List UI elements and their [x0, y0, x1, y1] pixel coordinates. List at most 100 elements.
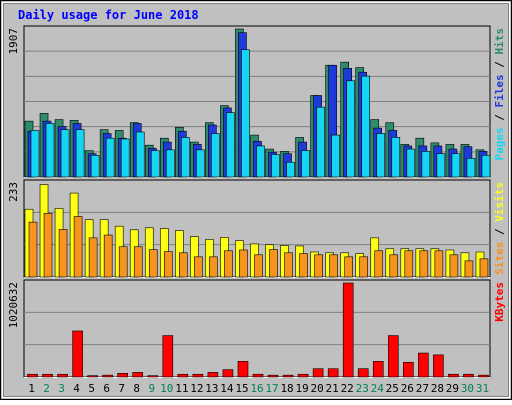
hits-day-3 — [54, 119, 70, 178]
visits-bar-sites-5 — [88, 237, 98, 278]
visits-legend-separator: / — [493, 222, 506, 242]
kbytes-scale-label: 1020632 — [7, 282, 20, 328]
x-tick-label-12: 12 — [190, 382, 203, 395]
kbytes-bar-kbytes-30 — [463, 373, 474, 378]
hits-bar-pages-11 — [181, 137, 190, 178]
x-tick-label-6: 6 — [103, 382, 110, 395]
hits-day-28 — [430, 142, 446, 178]
kbytes-bar-kbytes-13 — [207, 372, 219, 378]
x-tick-label-7: 7 — [118, 382, 125, 395]
visits-bar-sites-23 — [359, 256, 369, 278]
hits-day-6 — [99, 129, 115, 178]
visits-bar-sites-19 — [299, 253, 308, 278]
kbytes-bar-kbytes-15 — [237, 361, 249, 378]
visits-day-22 — [340, 252, 353, 278]
kbytes-day-1 — [27, 373, 38, 378]
hits-bar-pages-19 — [301, 150, 310, 178]
x-tick-label-29: 29 — [446, 382, 459, 395]
visits-legend-sites: Sites — [493, 242, 506, 275]
kbytes-day-8 — [132, 372, 144, 378]
kbytes-bar-kbytes-28 — [433, 354, 444, 378]
hits-day-15 — [235, 28, 250, 178]
x-tick-label-5: 5 — [88, 382, 95, 395]
kbytes-bar-kbytes-11 — [177, 373, 189, 378]
x-tick-label-16: 16 — [250, 382, 263, 395]
hits-bar-pages-18 — [286, 161, 295, 178]
visits-bar-sites-30 — [464, 260, 474, 278]
x-tick-label-10: 10 — [160, 382, 173, 395]
visits-bar-sites-13 — [209, 256, 218, 278]
visits-bar-sites-18 — [284, 252, 293, 278]
visits-bar-sites-9 — [148, 249, 158, 278]
chart-title: Daily usage for June 2018 — [18, 8, 199, 22]
kbytes-day-18 — [282, 374, 294, 378]
hits-day-18 — [280, 151, 295, 178]
visits-bar-sites-11 — [179, 252, 188, 278]
x-tick-label-9: 9 — [148, 382, 155, 395]
kbytes-day-6 — [102, 374, 113, 378]
kbytes-day-23 — [357, 368, 369, 378]
kbytes-bar-kbytes-22 — [342, 282, 354, 378]
hits-day-11 — [175, 127, 190, 178]
visits-day-13 — [205, 239, 218, 278]
hits-day-5 — [84, 150, 100, 178]
visits-day-11 — [175, 230, 188, 278]
visits-day-19 — [295, 245, 308, 278]
kbytes-day-22 — [342, 282, 354, 378]
hits-day-14 — [220, 105, 235, 178]
kbytes-day-9 — [147, 375, 159, 378]
visits-day-8 — [129, 229, 143, 278]
hits-bar-pages-7 — [120, 138, 130, 178]
hits-day-31 — [475, 149, 491, 178]
hits-bar-pages-24 — [376, 133, 386, 178]
hits-legend-hits: Hits — [493, 28, 506, 55]
kbytes-bar-kbytes-21 — [327, 368, 339, 378]
kbytes-bar-kbytes-19 — [297, 373, 309, 378]
x-tick-label-18: 18 — [280, 382, 293, 395]
x-tick-label-21: 21 — [326, 382, 339, 395]
x-tick-label-2: 2 — [43, 382, 50, 395]
hits-scale-label: 1907 — [7, 28, 20, 55]
hits-bar-pages-2 — [45, 123, 55, 178]
kbytes-day-3 — [57, 373, 68, 378]
hits-day-26 — [400, 144, 416, 178]
kbytes-day-15 — [237, 361, 249, 378]
hits-bar-pages-29 — [451, 153, 461, 178]
panel-hits: 1907 Pages / Files / Hits — [7, 25, 506, 178]
visits-day-31 — [475, 251, 489, 278]
x-tick-label-8: 8 — [133, 382, 140, 395]
kbytes-bar-kbytes-7 — [117, 373, 129, 378]
hits-bar-pages-21 — [331, 134, 340, 178]
kbytes-day-2 — [42, 373, 53, 378]
hits-day-10 — [159, 137, 175, 178]
visits-legend-visits: Visits — [493, 182, 506, 222]
kbytes-day-27 — [418, 352, 429, 378]
visits-day-26 — [400, 248, 414, 278]
visits-day-7 — [114, 225, 128, 278]
x-tick-label-23: 23 — [356, 382, 369, 395]
visits-day-20 — [310, 251, 323, 278]
kbytes-plot-area — [23, 279, 491, 378]
hits-bar-pages-15 — [241, 49, 250, 178]
visits-bar-sites-21 — [329, 254, 338, 278]
x-tick-label-19: 19 — [295, 382, 308, 395]
visits-bar-sites-25 — [389, 254, 399, 278]
hits-bar-pages-4 — [75, 129, 85, 178]
visits-bar-sites-28 — [434, 250, 444, 278]
x-tick-label-14: 14 — [220, 382, 234, 395]
x-tick-label-15: 15 — [235, 382, 248, 395]
hits-legend-files: Files — [493, 74, 506, 107]
kbytes-day-28 — [433, 354, 444, 378]
frame-highlight — [2, 2, 510, 398]
kbytes-bar-kbytes-9 — [147, 375, 159, 378]
kbytes-day-14 — [222, 369, 234, 378]
visits-day-18 — [280, 245, 293, 278]
x-tick-label-31: 31 — [476, 382, 489, 395]
visits-bar-sites-3 — [58, 229, 68, 278]
visits-day-23 — [355, 253, 369, 278]
kbytes-bar-kbytes-14 — [222, 369, 234, 378]
kbytes-bar-kbytes-27 — [418, 352, 429, 378]
hits-legend-separator: / — [493, 108, 506, 128]
visits-day-3 — [54, 208, 68, 278]
